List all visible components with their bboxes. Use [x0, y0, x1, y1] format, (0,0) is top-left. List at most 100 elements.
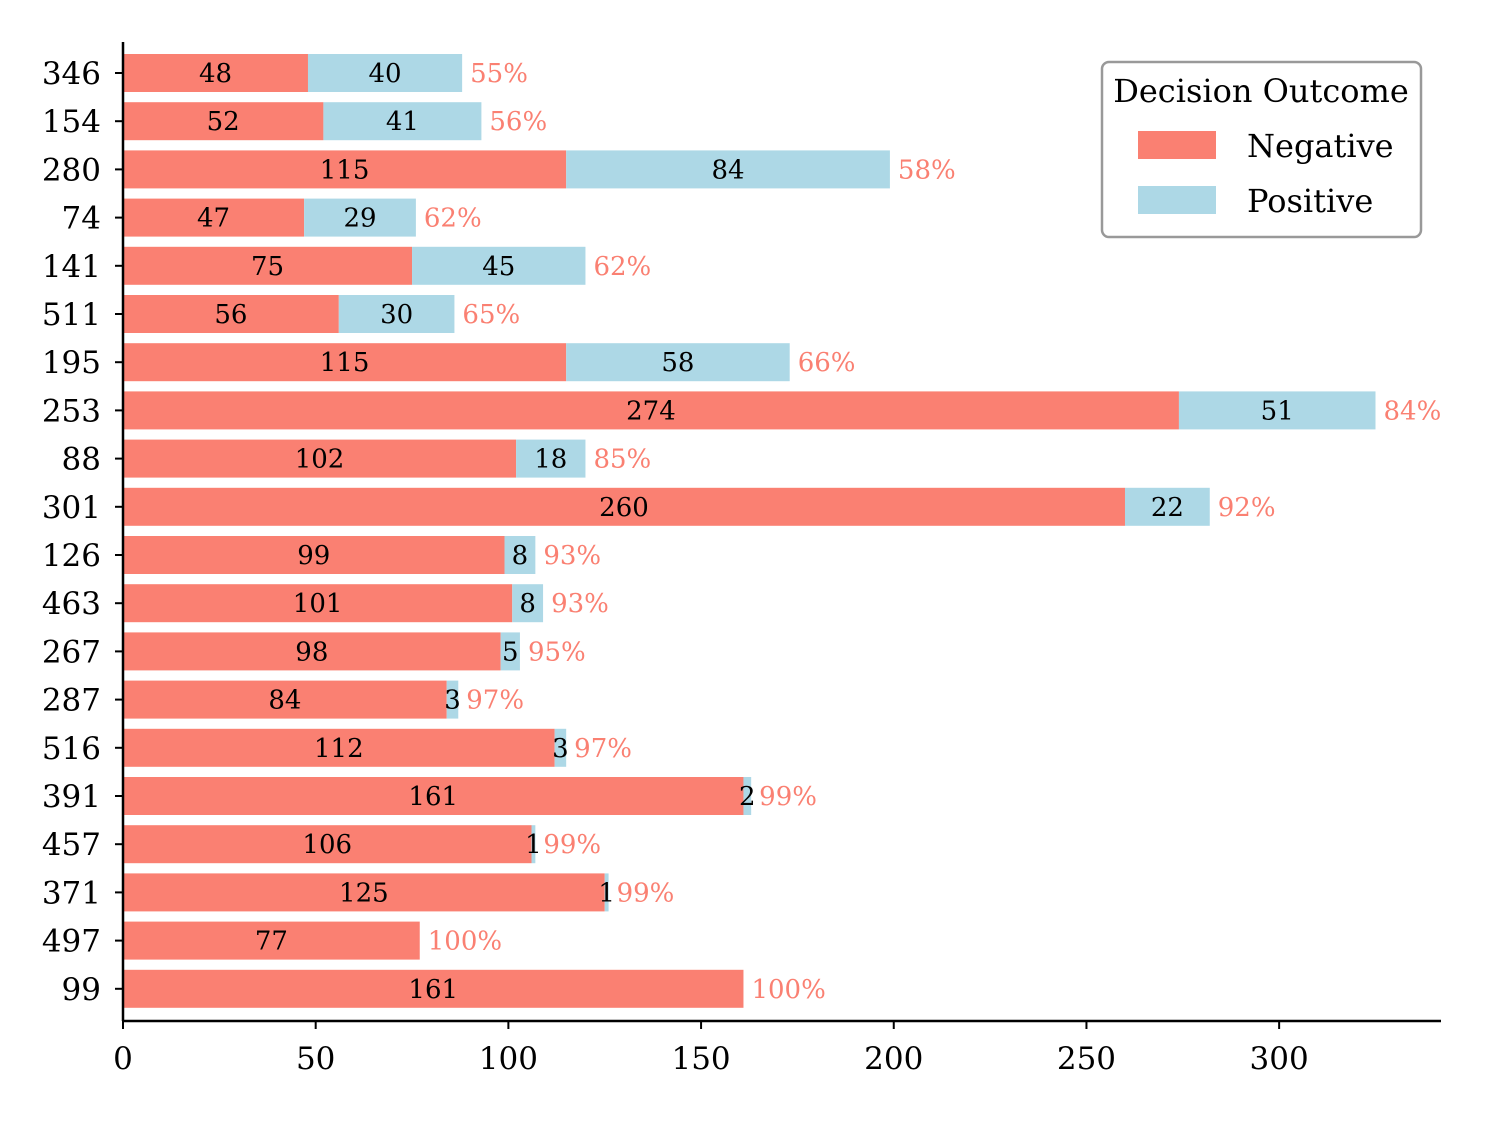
percent-label-267: 95%: [528, 637, 586, 667]
bar-label-negative-516: 112: [314, 734, 364, 764]
y-tick-label-195: 195: [42, 345, 101, 381]
y-tick-label-141: 141: [42, 249, 101, 285]
percent-label-346: 55%: [470, 59, 528, 89]
bar-label-positive-280: 84: [711, 155, 744, 185]
bar-label-negative-99: 161: [408, 975, 458, 1005]
bar-positive-267: [500, 632, 520, 671]
bar-label-negative-346: 48: [199, 59, 232, 89]
percent-label-511: 65%: [462, 300, 520, 330]
bar-label-negative-88: 102: [295, 445, 345, 475]
bar-positive-301: [1124, 487, 1210, 526]
percent-label-280: 58%: [898, 155, 956, 185]
bar-positive-511: [338, 295, 455, 333]
bar-negative-74: [123, 198, 305, 237]
percent-label-195: 66%: [798, 348, 856, 378]
y-tick-label-457: 457: [42, 827, 101, 863]
bar-label-negative-287: 84: [268, 686, 301, 716]
percent-label-253: 84%: [1383, 396, 1441, 426]
bar-label-negative-463: 101: [293, 589, 343, 619]
bar-label-positive-195: 58: [661, 348, 694, 378]
bar-label-positive-253: 51: [1261, 396, 1294, 426]
percent-label-463: 93%: [551, 589, 609, 619]
bar-negative-141: [123, 246, 413, 285]
bar-label-positive-346: 40: [369, 59, 402, 89]
y-tick-label-126: 126: [42, 538, 101, 574]
bar-negative-253: [123, 391, 1179, 430]
bar-label-positive-371: 1: [598, 878, 615, 908]
bar-label-positive-301: 22: [1151, 493, 1184, 523]
bar-label-negative-253: 274: [626, 396, 676, 426]
bar-label-positive-126: 8: [512, 541, 529, 571]
y-tick-label-88: 88: [62, 442, 101, 478]
bar-label-positive-74: 29: [343, 204, 376, 234]
bar-label-negative-154: 52: [207, 107, 240, 137]
bar-negative-154: [123, 102, 324, 141]
percent-label-391: 99%: [759, 782, 817, 812]
bar-label-negative-391: 161: [408, 782, 458, 812]
bar-label-positive-267: 5: [502, 637, 519, 667]
percent-label-497: 100%: [428, 927, 502, 957]
x-tick-label-100: 100: [479, 1041, 538, 1077]
x-tick-label-200: 200: [864, 1041, 923, 1077]
x-tick-label-0: 0: [113, 1041, 133, 1077]
percent-label-301: 92%: [1218, 493, 1276, 523]
y-tick-label-154: 154: [42, 104, 101, 140]
bar-negative-99: [123, 969, 744, 1008]
bar-label-positive-463: 8: [519, 589, 536, 619]
bars-group: 48 40 55%52 41 56%115 84 58%47 29 62%75 45 62%56 30…: [123, 54, 1441, 1008]
bar-label-negative-74: 47: [197, 204, 230, 234]
x-tick-label-50: 50: [296, 1041, 335, 1077]
y-tick-label-280: 280: [42, 152, 101, 188]
legend-label-negative: Negative: [1247, 127, 1394, 165]
bar-label-negative-141: 75: [251, 252, 284, 282]
bar-label-positive-391: 2: [739, 782, 756, 812]
bar-negative-287: [123, 680, 447, 719]
percent-label-516: 97%: [574, 734, 632, 764]
y-tick-label-391: 391: [42, 779, 101, 815]
percent-label-371: 99%: [617, 878, 675, 908]
y-tick-label-253: 253: [42, 393, 101, 429]
bar-negative-391: [123, 777, 744, 815]
axes-group: 3461542807414151119525388301126463267287…: [42, 42, 1441, 1077]
y-tick-label-287: 287: [42, 683, 101, 719]
bar-label-negative-301: 260: [599, 493, 649, 523]
bar-label-negative-497: 77: [255, 927, 288, 957]
bar-negative-126: [123, 536, 505, 574]
bar-positive-253: [1178, 391, 1376, 430]
percent-label-154: 56%: [489, 107, 547, 137]
percent-label-88: 85%: [593, 445, 651, 475]
bar-label-negative-371: 125: [339, 878, 389, 908]
bar-label-positive-287: 3: [444, 686, 461, 716]
bar-label-negative-280: 115: [320, 155, 370, 185]
x-tick-label-150: 150: [671, 1041, 730, 1077]
legend-title: Decision Outcome: [1113, 72, 1409, 110]
bar-label-positive-88: 18: [534, 445, 567, 475]
y-tick-label-497: 497: [42, 924, 101, 960]
bar-positive-457: [531, 825, 536, 864]
bar-negative-280: [123, 150, 567, 189]
bar-label-positive-141: 45: [482, 252, 515, 282]
y-tick-label-511: 511: [42, 297, 101, 333]
legend-label-positive: Positive: [1247, 182, 1373, 220]
x-tick-label-250: 250: [1057, 1041, 1116, 1077]
bar-positive-154: [323, 102, 482, 141]
bar-negative-301: [123, 487, 1125, 526]
bar-label-negative-267: 98: [295, 637, 328, 667]
bar-negative-511: [123, 295, 339, 333]
bar-label-negative-195: 115: [320, 348, 370, 378]
bar-negative-516: [123, 728, 555, 767]
legend-swatch-positive: [1138, 186, 1216, 214]
bar-negative-88: [123, 439, 517, 478]
bar-positive-371: [604, 873, 609, 912]
y-tick-label-346: 346: [42, 56, 101, 92]
bar-label-negative-126: 99: [297, 541, 330, 571]
y-tick-label-74: 74: [62, 201, 101, 237]
legend-swatch-negative: [1138, 131, 1216, 159]
y-tick-label-99: 99: [62, 972, 101, 1008]
percent-label-74: 62%: [424, 204, 482, 234]
y-tick-label-267: 267: [42, 634, 101, 670]
bar-negative-267: [123, 632, 501, 671]
y-tick-label-371: 371: [42, 875, 101, 911]
bar-label-positive-516: 3: [552, 734, 569, 764]
